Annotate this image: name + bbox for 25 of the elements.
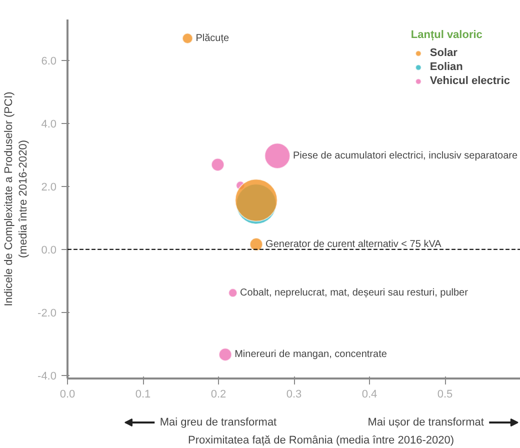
x-tick-label: 0.5 <box>437 388 453 400</box>
x-tick-label: 0.4 <box>362 388 378 400</box>
legend-title: Lanțul valoric <box>410 29 484 41</box>
y-axis-title: Indicele de Complexitate a Produselor (PCI) (media între 2016-2020) <box>3 92 30 306</box>
legend-label: Vehicul electric <box>430 74 510 88</box>
x-tick-label: 0.2 <box>210 388 226 400</box>
annotation: Generator de curent alternativ < 75 kVA <box>266 238 442 250</box>
legend-label: Eolian <box>430 60 463 74</box>
annotation: Plăcuțe <box>196 32 230 44</box>
y-tick-label: 0.0 <box>41 244 57 256</box>
annotation: Piese de acumulatori electrici, inclusiv separatoare <box>292 150 518 162</box>
y-tick-label: 2.0 <box>41 181 57 194</box>
text: Mai ușor de transformat <box>368 416 484 428</box>
x-tick-label: 0.3 <box>286 388 302 400</box>
text: Mai greu de transformat <box>160 416 277 428</box>
y-tick-label: 6.0 <box>41 55 57 68</box>
annotation: Cobalt, neprelucrat, mat, deșeuri sau resturi, pulber <box>240 287 469 298</box>
y-tick-label: 4.0 <box>41 118 57 130</box>
x-axis-title: Proximitatea față de România (media între 2016-2020) <box>188 434 454 446</box>
x-tick-label: 0.0 <box>60 388 76 400</box>
legend-label: Solar <box>430 46 458 60</box>
y-tick-label: -4.0 <box>38 370 57 382</box>
x-tick-label: 0.1 <box>135 388 151 400</box>
y-tick-label: -2.0 <box>38 307 57 320</box>
annotation: Minereuri de mangan, concentrate <box>234 349 388 360</box>
